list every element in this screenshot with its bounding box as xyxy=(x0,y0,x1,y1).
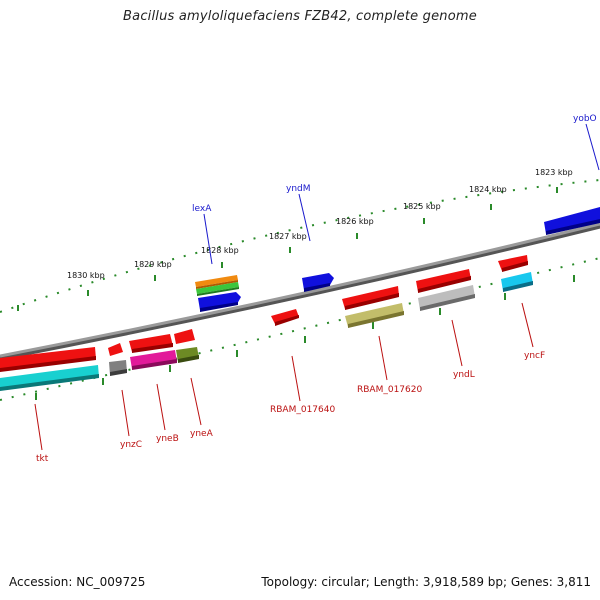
kbp-label: 1827 kbp xyxy=(269,232,307,241)
gene-left-red-3-shadow xyxy=(132,343,173,353)
gene-yneA-shadow xyxy=(178,355,199,363)
gene-green xyxy=(196,282,239,294)
gene-yncF-shadow xyxy=(503,281,533,292)
gene-label-yndL: yndL xyxy=(453,370,475,380)
gene-label-yobO: yobO xyxy=(573,114,597,124)
gene-ynzC-shadow xyxy=(110,369,127,376)
gene-label-yndM: yndM xyxy=(286,184,311,194)
gene-left-red-1-shadow xyxy=(0,356,96,372)
gene-label-RBAM_017620: RBAM_017620 xyxy=(357,385,422,395)
gene-upper-red-1 xyxy=(342,286,399,309)
gene-orange-shadow xyxy=(196,280,238,289)
gene-green-shadow xyxy=(197,287,239,296)
gene-orange xyxy=(195,275,238,287)
backbone xyxy=(0,222,600,358)
gene-yneB xyxy=(130,350,177,369)
inner-major-ticks xyxy=(35,275,575,400)
kbp-label: 1823 kbp xyxy=(535,168,573,177)
gene-lexA-shadow xyxy=(200,302,238,312)
gene-yndL-shadow xyxy=(420,294,475,311)
gene-tkt-shadow xyxy=(0,374,99,391)
gene-upper-red-3-shadow xyxy=(502,261,528,272)
gene-left-red-4 xyxy=(174,329,195,344)
kbp-label: 1826 kbp xyxy=(336,217,374,226)
kbp-label: 1829 kbp xyxy=(134,260,172,269)
gene-RBAM_017620-shadow xyxy=(348,311,404,328)
kbp-label: 1828 kbp xyxy=(201,246,239,255)
gene-yneB-shadow xyxy=(132,359,177,370)
reverse-genes-upper xyxy=(0,255,528,372)
gene-label-ynzC: ynzC xyxy=(120,440,142,450)
reverse-genes-lower xyxy=(0,272,533,391)
accession-label: Accession: NC_009725 xyxy=(9,575,146,589)
gene-label-yncF: yncF xyxy=(524,351,545,361)
gene-RBAM_017640-shadow xyxy=(275,315,299,326)
gene-label-RBAM_017640: RBAM_017640 xyxy=(270,405,335,415)
genome-summary: Topology: circular; Length: 3,918,589 bp… xyxy=(261,575,591,589)
reverse-label-lines xyxy=(34,302,534,451)
backbone-shadow xyxy=(0,223,600,361)
gene-label-yneA: yneA xyxy=(190,429,214,439)
gene-yndM-shadow xyxy=(304,283,330,292)
gene-upper-red-2-shadow xyxy=(418,276,471,293)
outer-major-ticks xyxy=(17,187,558,311)
gene-label-yneB: yneB xyxy=(156,434,179,444)
gene-left-red-2 xyxy=(108,343,123,356)
kbp-label: 1830 kbp xyxy=(67,271,105,280)
gene-label-lexA: lexA xyxy=(192,204,212,214)
gene-yncF xyxy=(501,272,533,291)
forward-label-lines xyxy=(203,123,600,265)
gene-yobO xyxy=(544,207,600,234)
gene-yobO-shadow xyxy=(546,219,600,235)
genome-title: Bacillus amyloliquefaciens FZB42, comple… xyxy=(123,9,477,24)
gene-upper-red-1-shadow xyxy=(345,293,399,310)
kbp-label: 1825 kbp xyxy=(403,202,441,211)
gene-RBAM_017620 xyxy=(345,303,404,327)
gene-label-tkt: tkt xyxy=(36,454,49,464)
kbp-label: 1824 kbp xyxy=(469,185,507,194)
gene-upper-red-3 xyxy=(498,255,528,271)
gene-lexA xyxy=(198,292,241,310)
gene-yndL xyxy=(418,285,475,310)
forward-genes xyxy=(195,207,600,312)
gene-RBAM_017640 xyxy=(271,309,299,324)
